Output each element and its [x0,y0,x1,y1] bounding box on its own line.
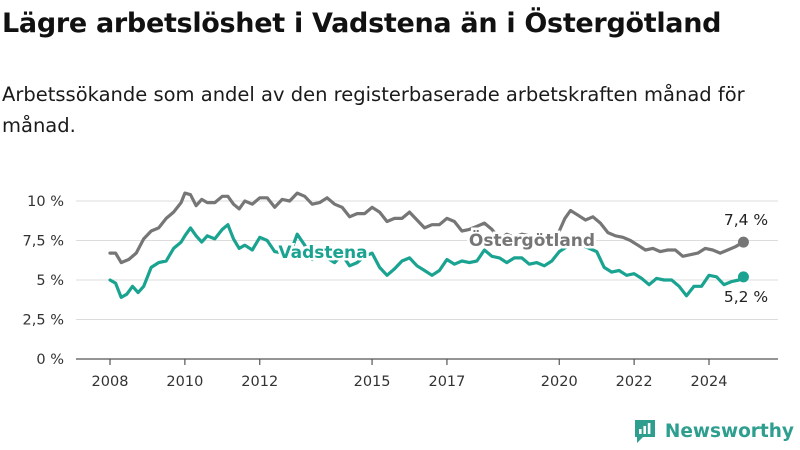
x-tick-label: 2012 [241,374,278,390]
x-tick-label: 2017 [428,374,465,390]
series-line-vadstena [108,223,745,299]
chart-subtitle: Arbetssökande som andel av den registerb… [2,83,745,137]
end-label-ostergotland: 7,4 % [724,211,768,229]
x-tick-label: 2022 [616,374,653,390]
series-labels: Östergötland Vadstena 7,4 % 5,2 % [276,211,768,306]
series-label-vadstena: Vadstena [278,243,367,263]
brand-name: Newsworthy [664,420,794,442]
gridlines [76,200,778,320]
y-tick-label: 10 % [27,194,64,210]
y-tick-label: 0 % [36,352,64,368]
x-tick-label: 2020 [541,374,578,390]
y-tick-label: 7,5 % [23,234,64,250]
series-line-ostergotland [108,191,745,265]
x-tick-label: 2008 [92,374,129,390]
end-label-vadstena: 5,2 % [724,288,768,306]
end-point-ostergotland [737,236,749,248]
x-tick-label: 2015 [354,374,391,390]
end-point-vadstena [737,271,749,283]
x-tick-label: 2010 [166,374,203,390]
y-tick-label: 2,5 % [23,313,64,329]
newsworthy-brand[interactable]: Newsworthy [632,417,794,445]
series-lines [108,191,749,299]
axes: 0 % 2,5 % 5 % 7,5 % 10 % 2008 2010 2012 2015 2017… [23,194,778,390]
y-tick-label: 5 % [36,273,64,289]
series-label-ostergotland: Östergötland [469,229,595,251]
x-tick-label: 2024 [691,374,728,390]
newsworthy-logo-icon [634,420,655,443]
chart-title: Lägre arbetslöshet i Vadstena än i Öster… [2,8,722,39]
